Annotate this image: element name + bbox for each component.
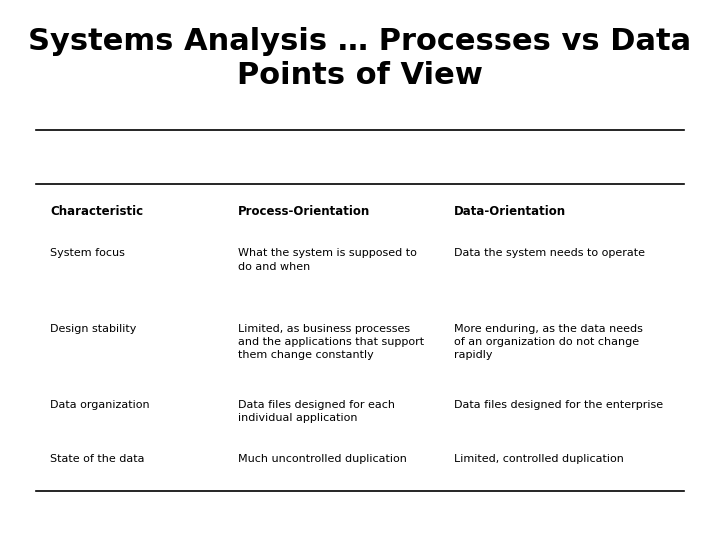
Text: Limited, as business processes
and the applications that support
them change con: Limited, as business processes and the a…	[238, 324, 424, 360]
Text: Much uncontrolled duplication: Much uncontrolled duplication	[238, 454, 407, 464]
Text: Limited, controlled duplication: Limited, controlled duplication	[454, 454, 624, 464]
Text: Systems Analysis … Processes vs Data
Points of View: Systems Analysis … Processes vs Data Poi…	[28, 27, 692, 90]
Text: Process-Orientation: Process-Orientation	[238, 205, 370, 218]
Text: Data-Orientation: Data-Orientation	[454, 205, 566, 218]
Text: Data the system needs to operate: Data the system needs to operate	[454, 248, 644, 259]
Text: State of the data: State of the data	[50, 454, 145, 464]
Text: Data organization: Data organization	[50, 400, 150, 410]
Text: What the system is supposed to
do and when: What the system is supposed to do and wh…	[238, 248, 416, 272]
Text: More enduring, as the data needs
of an organization do not change
rapidly: More enduring, as the data needs of an o…	[454, 324, 642, 360]
Text: Characteristic: Characteristic	[50, 205, 143, 218]
Text: Data files designed for each
individual application: Data files designed for each individual …	[238, 400, 395, 423]
Text: System focus: System focus	[50, 248, 125, 259]
Text: Data files designed for the enterprise: Data files designed for the enterprise	[454, 400, 662, 410]
Text: Design stability: Design stability	[50, 324, 137, 334]
